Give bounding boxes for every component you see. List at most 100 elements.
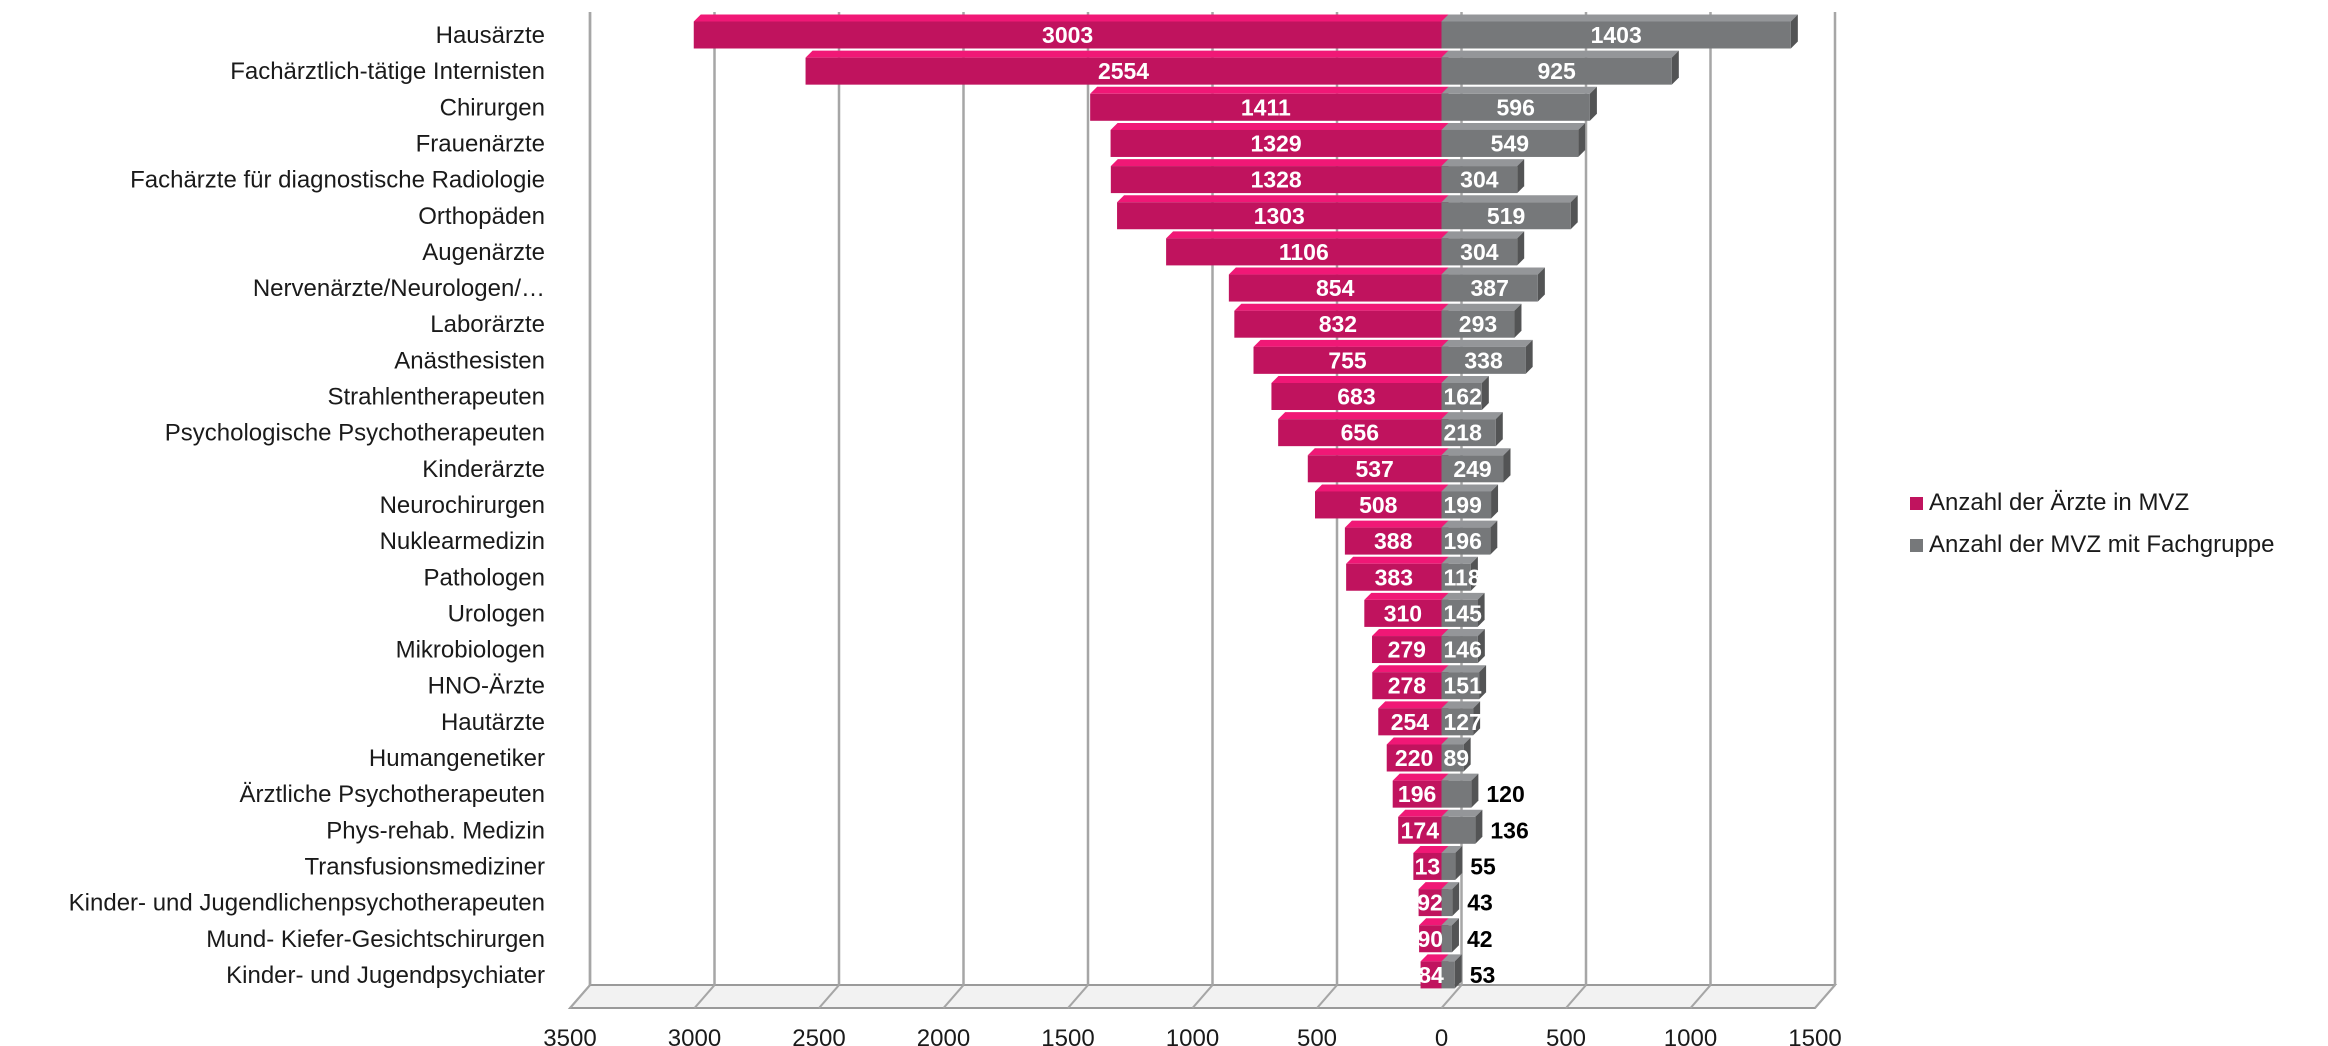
category-label: Ärztliche Psychotherapeuten [239,781,545,808]
data-label-aerzte: 683 [1337,384,1375,410]
bar-top-face [1386,737,1449,745]
data-label-mvz: 218 [1444,420,1483,446]
bar-top-face [1346,556,1449,564]
data-label-mvz: 304 [1460,239,1499,265]
category-label: Fachärzte für diagnostische Radiologie [130,167,545,194]
bar-top-face [1441,882,1460,890]
bars [693,14,1798,989]
category-label: Anästhesisten [394,347,545,374]
bar-side-face [1481,376,1489,410]
bar-top-face [1441,412,1503,420]
bar-front-face [1441,889,1453,917]
data-label-aerzte: 2554 [1098,58,1149,84]
bar-aerzte [1090,86,1449,121]
category-label: Kinderärzte [422,456,545,483]
bar-top-face [1253,339,1449,347]
bar-side-face [1463,737,1471,772]
bar-aerzte [1110,122,1449,157]
bar-front-face [693,21,1442,49]
bar-front-face [1364,599,1442,627]
data-label-aerzte: 13 [1415,853,1441,879]
category-label: Psychologische Psychotherapeuten [165,420,545,447]
data-label-aerzte: 1106 [1279,239,1329,265]
bar-top-face [1090,86,1449,94]
bar-side-face [1477,592,1485,627]
bar-mvz [1441,339,1533,374]
gridline-floor-segment [1440,984,1463,1009]
category-label: Pathologen [424,564,545,591]
bar-mvz [1441,267,1545,302]
bar-top-face [1392,773,1449,781]
bar-front-face [1441,383,1482,410]
bar-aerzte [1315,484,1449,519]
legend-item-mvz: Anzahl der MVZ mit Fachgruppe [1910,524,2274,566]
bar-side-face [1475,809,1483,844]
bar-top-face [1441,665,1487,673]
data-label-aerzte: 279 [1388,637,1426,663]
x-tick-label: 1000 [1664,1025,1717,1046]
bar-front-face [1441,708,1474,736]
bar-top-face [1441,954,1462,962]
category-label: Orthopäden [418,203,545,230]
bar-front-face [1441,672,1480,700]
bar-side-face [1537,267,1545,302]
bar-side-face [1517,159,1525,194]
bar-top-face [1441,809,1483,817]
data-label-mvz: 338 [1464,347,1503,373]
bar-mvz [1441,231,1525,266]
gridline-floor-segment [942,984,965,1009]
data-label-mvz: 55 [1470,853,1496,879]
bar-top-face [1441,737,1471,745]
bar-front-face [1413,852,1442,880]
bar-front-face [1344,527,1442,555]
gridline-floor-segment [1191,984,1214,1009]
bar-front-face [1441,961,1455,989]
bar-top-face [1441,267,1545,275]
bar-front-face [1372,672,1442,700]
bar-front-face [1441,744,1464,772]
bar-front-face [1441,636,1478,664]
value-labels: 3003 1403 2554 925 1411 596 1329 549 1328 304 1303… [1042,22,1642,988]
bar-front-face [1441,202,1571,230]
bar-aerzte [1228,267,1449,302]
x-tick-label: 1500 [1788,1025,1841,1046]
bar-mvz [1441,86,1597,121]
bar-front-face [1418,889,1442,917]
bar-mvz [1441,737,1471,772]
data-label-mvz: 146 [1444,637,1482,663]
bar-top-face [1441,701,1481,709]
bar-top-face [1307,448,1449,456]
category-label: Augenärzte [422,239,545,266]
category-label: Mund- Kiefer-Gesichtschirurgen [206,926,545,953]
bar-mvz [1441,159,1525,194]
bar-front-face [1420,961,1442,989]
x-tick-label: 1000 [1166,1025,1219,1046]
bar-mvz [1441,195,1578,230]
bar-front-face [1278,419,1442,447]
category-label: Transfusionsmediziner [304,853,545,880]
bar-aerzte [1166,231,1449,266]
bar-side-face [1671,50,1679,85]
bar-side-face [1503,448,1511,483]
data-label-aerzte: 832 [1319,311,1357,337]
category-label: Mikrobiologen [396,637,545,664]
data-label-mvz: 1403 [1591,22,1642,48]
data-label-mvz: 304 [1460,167,1499,193]
x-tick-label: 1500 [1041,1025,1094,1046]
bar-front-face [1307,455,1442,483]
bar-mvz [1441,303,1522,338]
bar-top-face [1418,882,1449,890]
legend-item-aerzte: Anzahl der Ärzte in MVZ [1910,482,2274,524]
bar-top-face [1441,195,1578,203]
data-label-mvz: 199 [1444,492,1482,518]
bar-front-face [1419,925,1442,953]
data-label-mvz: 196 [1444,528,1482,554]
legend-label-mvz: Anzahl der MVZ mit Fachgruppe [1929,531,2275,558]
data-label-aerzte: 220 [1395,745,1433,771]
category-label: HNO-Ärzte [428,673,545,700]
bar-top-face [1441,339,1533,347]
bar-front-face [1315,491,1442,519]
bar-top-face [1441,303,1522,311]
bar-top-face [1419,918,1449,926]
x-tick-label: 500 [1546,1025,1586,1046]
